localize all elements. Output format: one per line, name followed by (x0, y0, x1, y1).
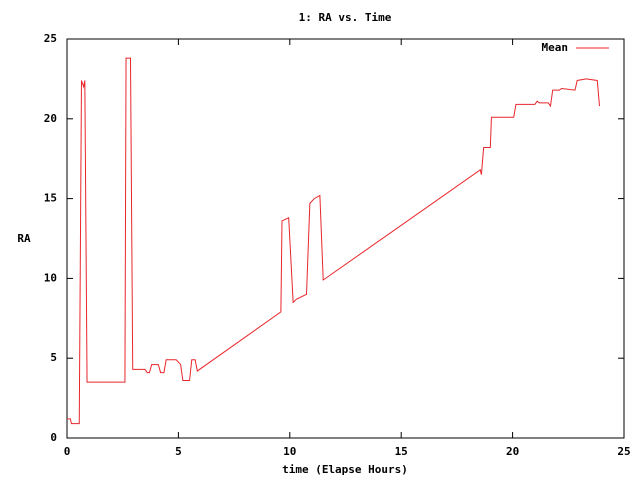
x-tick-label: 25 (617, 445, 630, 458)
y-tick-label: 25 (44, 32, 57, 45)
y-tick-label: 20 (44, 112, 57, 125)
x-tick-label: 10 (283, 445, 296, 458)
y-tick-label: 0 (50, 431, 57, 444)
legend-label: Mean (542, 41, 569, 54)
chart-title: 1: RA vs. Time (299, 11, 392, 24)
y-tick-label: 5 (50, 351, 57, 364)
y-tick-label: 10 (44, 271, 57, 284)
x-tick-label: 20 (506, 445, 519, 458)
x-tick-label: 15 (395, 445, 408, 458)
plot-border (66, 38, 625, 439)
data-line (67, 57, 600, 425)
x-tick-label: 0 (64, 445, 71, 458)
y-axis-label: RA (17, 232, 31, 245)
x-axis-label: time (Elapse Hours) (282, 463, 408, 476)
y-tick-label: 15 (44, 192, 57, 205)
x-tick-label: 5 (175, 445, 182, 458)
